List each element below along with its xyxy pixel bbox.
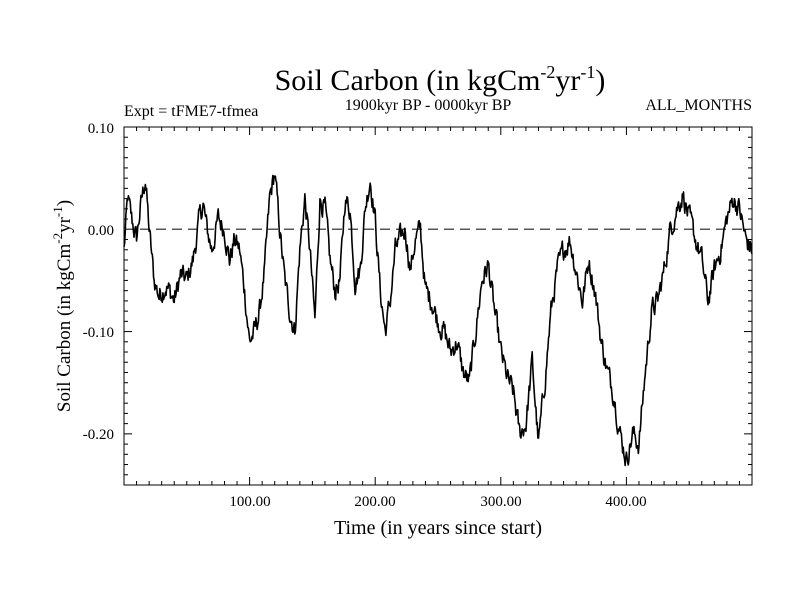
y-tick-label: 0.00 [88,223,114,239]
x-tick-label: 100.00 [229,494,270,510]
y-tick-label: -0.10 [83,325,114,341]
plot-frame [123,126,753,486]
x-tick-label: 200.00 [354,494,395,510]
months-label: ALL_MONTHS [645,97,752,114]
chart-title: Soil Carbon (in kgCm-2yr-1) [275,62,606,97]
subtitle: 1900kyr BP - 0000kyr BP [345,97,512,114]
series-line-soil-carbon [123,174,753,467]
x-tick-label: 400.00 [605,494,646,510]
y-tick-label: -0.20 [83,427,114,443]
x-axis-label: Time (in years since start) [334,517,542,539]
y-axis-label: Soil Carbon (in kgCm-2yr-1) [50,200,75,412]
expt-label: Expt = tFME7-tfmea [124,103,258,120]
x-tick-label: 300.00 [480,494,521,510]
y-tick-label: 0.10 [88,121,114,137]
tick-marks [124,126,752,486]
